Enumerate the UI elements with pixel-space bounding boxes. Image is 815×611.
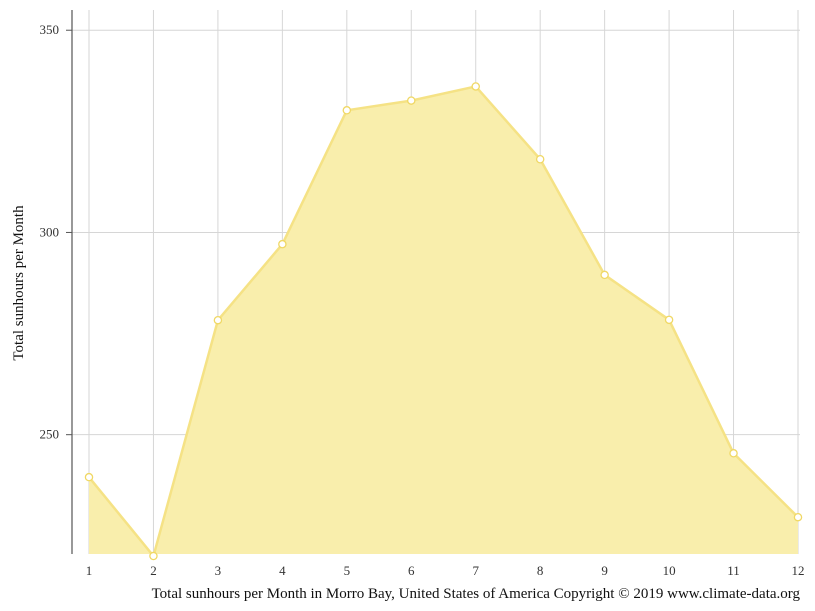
data-markers xyxy=(84,82,803,561)
x-tick-label: 6 xyxy=(408,563,415,578)
area-series xyxy=(88,85,799,558)
data-point[interactable] xyxy=(729,449,738,458)
x-tick-label: 10 xyxy=(663,563,676,578)
data-point[interactable] xyxy=(535,154,545,164)
x-tick-label: 11 xyxy=(727,563,740,578)
x-tick-label: 9 xyxy=(601,563,608,578)
data-point[interactable] xyxy=(278,239,287,249)
x-tick-label: 3 xyxy=(215,563,222,578)
x-tick-label: 12 xyxy=(792,563,805,578)
y-tick-label: 250 xyxy=(40,427,60,442)
y-tick-label: 350 xyxy=(40,22,60,37)
x-tick-label: 8 xyxy=(537,563,544,578)
data-point[interactable] xyxy=(213,315,223,325)
x-tick-label: 4 xyxy=(279,563,286,578)
data-point[interactable] xyxy=(84,472,94,482)
axes xyxy=(66,10,73,554)
chart-caption: Total sunhours per Month in Morro Bay, U… xyxy=(152,586,801,602)
data-point[interactable] xyxy=(664,315,674,325)
data-point[interactable] xyxy=(342,106,352,115)
series-line xyxy=(88,85,799,558)
data-point[interactable] xyxy=(600,270,609,280)
data-point[interactable] xyxy=(471,82,480,91)
data-point[interactable] xyxy=(793,512,803,522)
x-tick-label: 1 xyxy=(86,563,93,578)
data-point[interactable] xyxy=(407,96,416,105)
x-tick-label: 2 xyxy=(150,563,157,578)
y-tick-label: 300 xyxy=(40,224,60,239)
area-fill xyxy=(89,86,798,557)
y-axis-title: Total sunhours per Month xyxy=(11,205,27,361)
x-tick-label: 5 xyxy=(344,563,351,578)
data-point[interactable] xyxy=(149,551,158,561)
x-tick-label: 7 xyxy=(472,563,479,578)
